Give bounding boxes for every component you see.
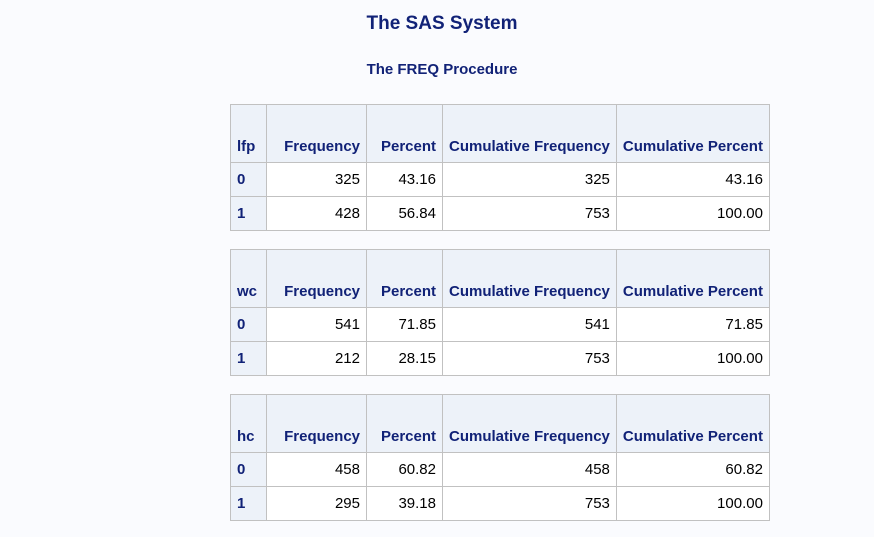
row-level: 1: [230, 486, 267, 521]
table-row: 1 428 56.84 753 100.00: [230, 196, 770, 231]
table-row: 1 295 39.18 753 100.00: [230, 486, 770, 521]
cell-cumulative-frequency: 753: [442, 341, 617, 376]
cell-cumulative-frequency: 753: [442, 486, 617, 521]
cell-frequency: 541: [266, 307, 367, 342]
cell-frequency: 295: [266, 486, 367, 521]
row-level: 0: [230, 162, 267, 197]
procedure-subtitle: The FREQ Procedure: [366, 61, 518, 78]
table-row: 0 541 71.85 541 71.85: [230, 307, 770, 342]
cell-percent: 43.16: [366, 162, 443, 197]
cell-percent: 71.85: [366, 307, 443, 342]
cell-cumulative-percent: 100.00: [615, 196, 770, 231]
column-header-cumulative-frequency: Cumulative Frequency: [442, 394, 617, 453]
cell-cumulative-percent: 100.00: [615, 341, 770, 376]
table-row: 0 458 60.82 458 60.82: [230, 452, 770, 487]
column-header-cumulative-frequency: Cumulative Frequency: [442, 104, 617, 163]
row-level: 0: [230, 452, 267, 487]
column-header-percent: Percent: [366, 249, 443, 308]
cell-percent: 56.84: [366, 196, 443, 231]
column-header-variable: lfp: [230, 104, 267, 163]
cell-frequency: 212: [266, 341, 367, 376]
column-header-variable: hc: [230, 394, 267, 453]
table-header-row: hc Frequency Percent Cumulative Frequenc…: [230, 394, 770, 453]
column-header-frequency: Frequency: [266, 104, 367, 163]
cell-cumulative-frequency: 458: [442, 452, 617, 487]
cell-cumulative-percent: 60.82: [615, 452, 770, 487]
column-header-frequency: Frequency: [266, 249, 367, 308]
cell-frequency: 458: [266, 452, 367, 487]
freq-table-lfp: lfp Frequency Percent Cumulative Frequen…: [230, 104, 770, 231]
table-row: 1 212 28.15 753 100.00: [230, 341, 770, 376]
table-header-row: lfp Frequency Percent Cumulative Frequen…: [230, 104, 770, 163]
row-level: 0: [230, 307, 267, 342]
column-header-variable: wc: [230, 249, 267, 308]
cell-cumulative-frequency: 753: [442, 196, 617, 231]
table-header-row: wc Frequency Percent Cumulative Frequenc…: [230, 249, 770, 308]
column-header-cumulative-percent: Cumulative Percent: [615, 104, 770, 163]
cell-cumulative-percent: 43.16: [615, 162, 770, 197]
cell-percent: 28.15: [366, 341, 443, 376]
column-header-cumulative-frequency: Cumulative Frequency: [442, 249, 617, 308]
cell-percent: 39.18: [366, 486, 443, 521]
cell-cumulative-percent: 100.00: [615, 486, 770, 521]
freq-table-wc: wc Frequency Percent Cumulative Frequenc…: [230, 249, 770, 376]
column-header-cumulative-percent: Cumulative Percent: [615, 394, 770, 453]
cell-cumulative-frequency: 325: [442, 162, 617, 197]
cell-cumulative-percent: 71.85: [615, 307, 770, 342]
column-header-percent: Percent: [366, 394, 443, 453]
page-title: The SAS System: [366, 13, 518, 34]
column-header-frequency: Frequency: [266, 394, 367, 453]
cell-percent: 60.82: [366, 452, 443, 487]
freq-table-hc: hc Frequency Percent Cumulative Frequenc…: [230, 394, 770, 521]
cell-frequency: 325: [266, 162, 367, 197]
column-header-percent: Percent: [366, 104, 443, 163]
cell-cumulative-frequency: 541: [442, 307, 617, 342]
table-row: 0 325 43.16 325 43.16: [230, 162, 770, 197]
column-header-cumulative-percent: Cumulative Percent: [615, 249, 770, 308]
cell-frequency: 428: [266, 196, 367, 231]
row-level: 1: [230, 341, 267, 376]
row-level: 1: [230, 196, 267, 231]
